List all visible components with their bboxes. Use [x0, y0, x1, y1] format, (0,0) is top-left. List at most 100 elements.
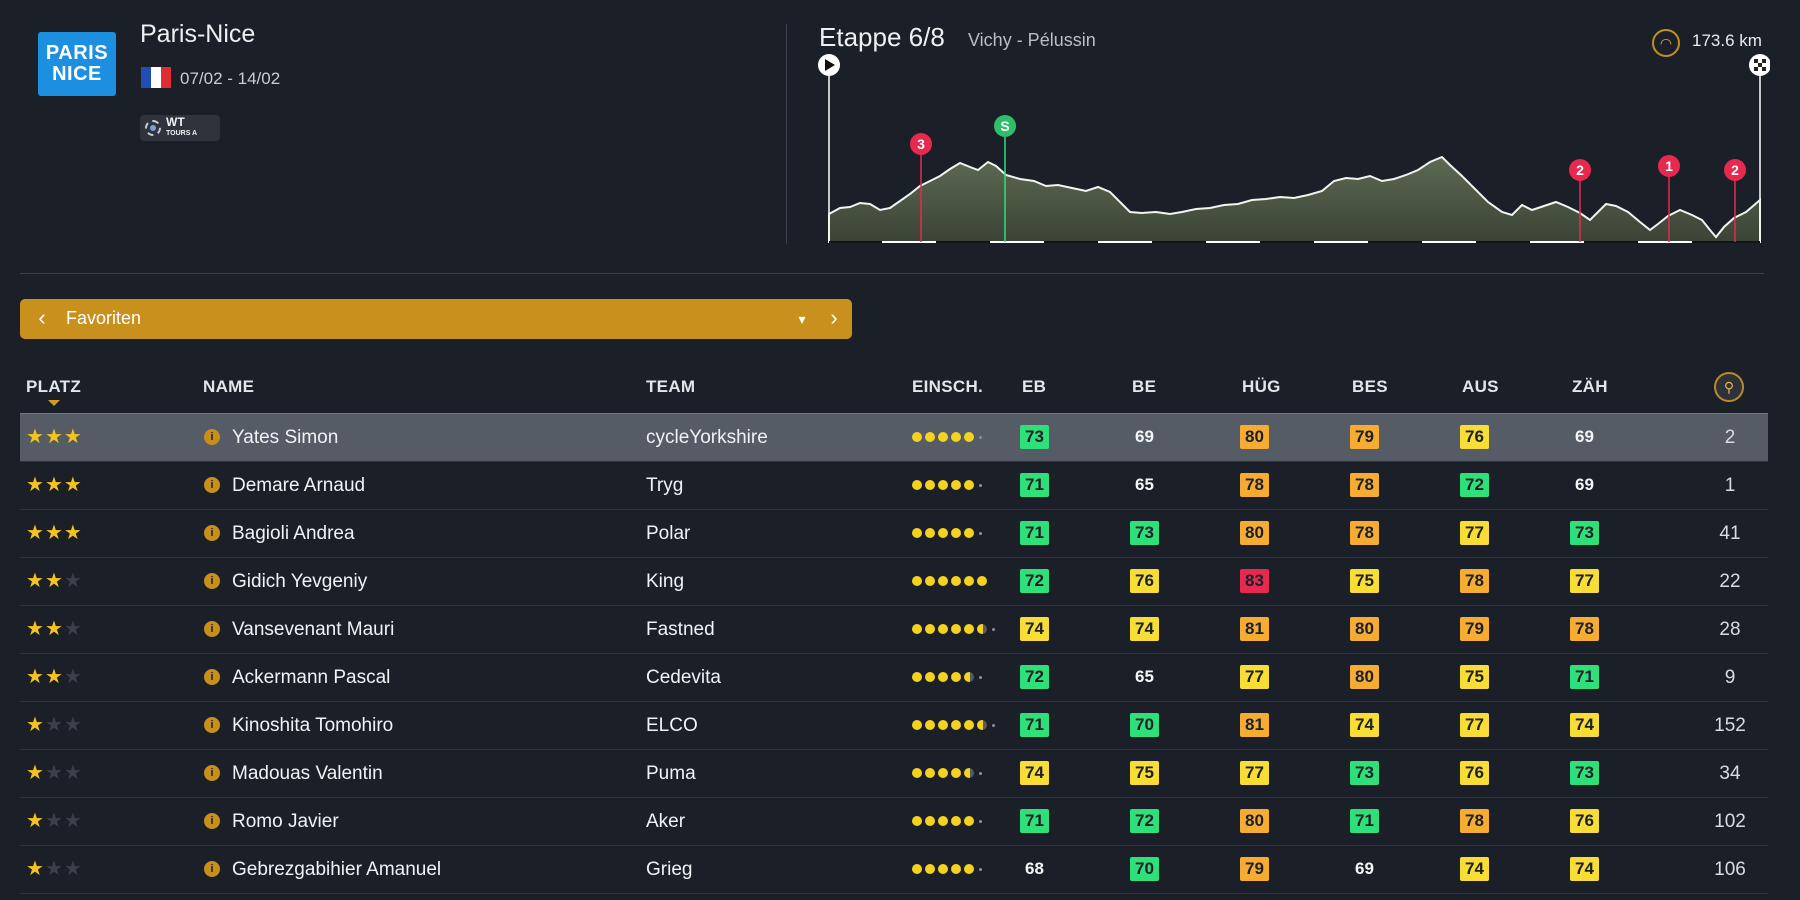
stat-aus: 77 [1460, 713, 1489, 737]
column-header-bes[interactable]: BES [1352, 377, 1388, 396]
worldtour-icon [145, 120, 161, 136]
sprint-marker[interactable]: S [994, 115, 1016, 242]
stat-eb: 74 [1020, 761, 1049, 785]
column-header-team[interactable]: TEAM [646, 377, 696, 396]
assessment-dot [938, 624, 948, 634]
table-row[interactable]: ★★★ i Gebrezgabihier Amanuel Grieg 68 70 79 69 7… [20, 846, 1768, 894]
stat-bes: 80 [1350, 617, 1379, 641]
star-icon: ★ [63, 666, 83, 688]
column-header-eb[interactable]: EB [1022, 377, 1047, 396]
info-icon[interactable]: i [204, 669, 220, 685]
info-icon[interactable]: i [204, 813, 220, 829]
table-row[interactable]: ★★★ i Yates Simon cycleYorkshire 73 69 80 79 76 6… [20, 413, 1768, 462]
rider-team: Tryg [646, 475, 684, 496]
stat-eb: 68 [1025, 859, 1044, 878]
info-icon[interactable]: i [204, 429, 220, 445]
table-row[interactable]: ★★★ i Ackermann Pascal Cedevita 72 65 77 80 75 71… [20, 654, 1768, 702]
stat-be: 65 [1135, 475, 1154, 494]
info-icon[interactable]: i [204, 717, 220, 733]
climb-marker-cat3[interactable]: 3 [910, 133, 932, 242]
info-icon[interactable]: i [204, 573, 220, 589]
rating-stars: ★★★ [26, 714, 83, 736]
column-header-einsch[interactable]: EINSCH. [912, 377, 984, 396]
column-header-be[interactable]: BE [1132, 377, 1157, 396]
stat-be: 65 [1135, 667, 1154, 686]
list-selector[interactable]: ‹ Favoriten ▾ › [20, 299, 852, 339]
assessment-dot [951, 432, 961, 442]
assessment-dot [964, 864, 974, 874]
climb-marker-cat2-final[interactable]: 2 [1724, 159, 1746, 242]
selector-label: Favoriten [66, 308, 142, 328]
column-header-zah[interactable]: ZÄH [1572, 377, 1608, 396]
rider-name[interactable]: Romo Javier [232, 811, 339, 832]
assessment-dot [912, 480, 922, 490]
finish-marker-icon [1749, 54, 1770, 76]
info-icon[interactable]: i [204, 477, 220, 493]
table-row[interactable]: ★★★ i Demare Arnaud Tryg 71 65 78 78 72 69 1 [20, 462, 1768, 510]
stat-aus: 77 [1460, 521, 1489, 545]
assessment-dot [938, 672, 948, 682]
rating-stars: ★★★ [26, 522, 83, 544]
table-row[interactable]: ★★★ i Romo Javier Aker 71 72 80 71 78 76 102 [20, 798, 1768, 846]
chevron-left-icon[interactable]: ‹ [38, 305, 46, 330]
stat-hug: 77 [1240, 665, 1269, 689]
chevron-right-icon[interactable]: › [830, 305, 838, 330]
assessment-dot [912, 864, 922, 874]
rider-name[interactable]: Madouas Valentin [232, 763, 383, 784]
star-icon: ★ [63, 810, 83, 832]
rider-rank: 22 [1719, 571, 1741, 592]
svg-text:S: S [1000, 118, 1009, 134]
rider-name[interactable]: Vansevenant Mauri [232, 619, 395, 640]
star-icon: ★ [26, 570, 45, 592]
stat-hug: 83 [1240, 569, 1269, 593]
table-row[interactable]: ★★★ i Kinoshita Tomohiro ELCO 71 70 81 74 77 74 15… [20, 702, 1768, 750]
info-icon[interactable]: i [204, 765, 220, 781]
column-header-aus[interactable]: AUS [1462, 377, 1499, 396]
star-icon: ★ [63, 762, 83, 784]
assessment-dot [938, 720, 948, 730]
star-icon: ★ [26, 810, 45, 832]
rider-name[interactable]: Ackermann Pascal [232, 667, 391, 688]
climb-marker-cat2[interactable]: 2 [1569, 159, 1591, 242]
rider-name[interactable]: Kinoshita Tomohiro [232, 715, 394, 736]
assessment-dot [938, 768, 948, 778]
table-row[interactable]: ★★★ i Vansevenant Mauri Fastned 74 74 81 80 79 78… [20, 606, 1768, 654]
star-icon: ★ [44, 426, 64, 448]
stat-bes: 69 [1355, 859, 1374, 878]
star-icon: ★ [63, 474, 83, 496]
column-header-name[interactable]: NAME [203, 377, 255, 396]
table-row[interactable]: ★★★ i Madouas Valentin Puma 74 75 77 73 76 73 34 [20, 750, 1768, 798]
rating-stars: ★★★ [26, 474, 83, 496]
climb-marker-cat1[interactable]: 1 [1658, 155, 1680, 242]
stat-zah: 74 [1570, 857, 1599, 881]
rider-name[interactable]: Yates Simon [232, 427, 339, 448]
rider-name[interactable]: Gidich Yevgeniy [232, 571, 368, 592]
info-icon[interactable]: i [204, 621, 220, 637]
chevron-down-icon[interactable]: ▾ [798, 311, 806, 327]
table-row[interactable]: ★★★ i Bagioli Andrea Polar 71 73 80 78 77 73 41 [20, 510, 1768, 558]
rider-rank: 28 [1719, 619, 1741, 640]
worldtour-badge: WT TOURS A [140, 115, 220, 141]
race-dates: 07/02 - 14/02 [180, 69, 281, 88]
stat-be: 70 [1130, 857, 1159, 881]
assessment-dot-half [964, 768, 974, 778]
svg-text:2: 2 [1731, 162, 1739, 178]
column-header-hug[interactable]: HÜG [1242, 377, 1281, 396]
stat-eb: 74 [1020, 617, 1049, 641]
table-row[interactable]: ★★★ i Gidich Yevgeniy King 72 76 83 75 78 77 22 [20, 558, 1768, 606]
assessment-dot [951, 864, 961, 874]
info-icon[interactable]: i [204, 525, 220, 541]
rider-name[interactable]: Bagioli Andrea [232, 523, 355, 544]
assessment-dot [925, 816, 935, 826]
column-header-platz[interactable]: PLATZ [26, 377, 82, 396]
stat-zah: 69 [1575, 475, 1594, 494]
stage-profile[interactable]: 3 S 2 1 2 [810, 50, 1770, 250]
rider-name[interactable]: Demare Arnaud [232, 475, 366, 496]
assessment-dot [964, 720, 974, 730]
rider-rank: 41 [1719, 523, 1741, 544]
assessment-dot [964, 480, 974, 490]
info-icon[interactable]: i [204, 861, 220, 877]
star-icon: ★ [63, 714, 83, 736]
cyclist-icon[interactable]: ⚲ [1714, 372, 1744, 402]
rider-name[interactable]: Gebrezgabihier Amanuel [232, 859, 442, 880]
